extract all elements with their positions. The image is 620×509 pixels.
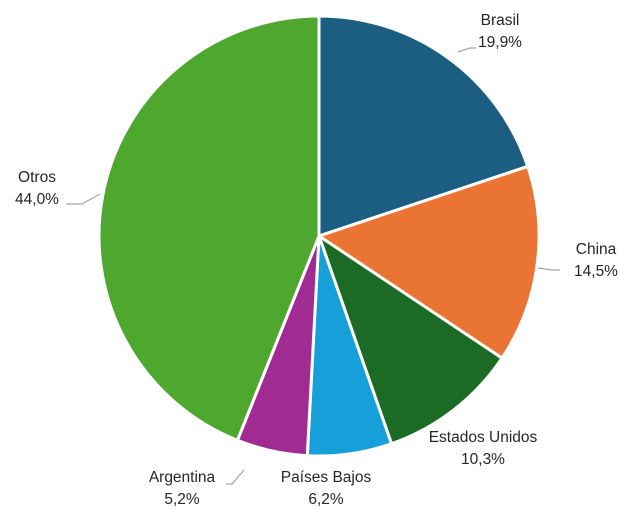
label-estados-unidos-value: 10,3% xyxy=(461,451,505,468)
label-brasil-name: Brasil xyxy=(481,12,520,29)
slice-otros xyxy=(97,14,321,442)
label-argentina-value: 5,2% xyxy=(164,491,200,508)
label-argentina-name: Argentina xyxy=(149,469,216,486)
slice-brasil xyxy=(317,14,530,238)
label-otros-value: 44,0% xyxy=(15,191,59,208)
label-china-value: 14,5% xyxy=(574,263,618,280)
label-estados-unidos-name: Estados Unidos xyxy=(429,429,538,446)
slice-estados-unidos xyxy=(317,234,504,446)
label-paises-bajos-name: Países Bajos xyxy=(281,469,372,486)
data-labels: Brasil 19,9% China 14,5% Estados Unidos 10,3%… xyxy=(15,12,618,508)
leader-lines xyxy=(66,47,560,485)
label-paises-bajos-value: 6,2% xyxy=(308,491,344,508)
label-china-name: China xyxy=(576,241,617,258)
leader-line-china xyxy=(537,267,560,271)
label-brasil-value: 19,9% xyxy=(478,34,522,51)
leader-line-otros xyxy=(66,193,101,205)
label-otros-name: Otros xyxy=(18,169,56,186)
leader-line-argentina xyxy=(226,469,245,485)
slice-china xyxy=(317,164,541,360)
leader-line-brasil xyxy=(457,47,476,53)
pie-slices xyxy=(97,14,541,458)
